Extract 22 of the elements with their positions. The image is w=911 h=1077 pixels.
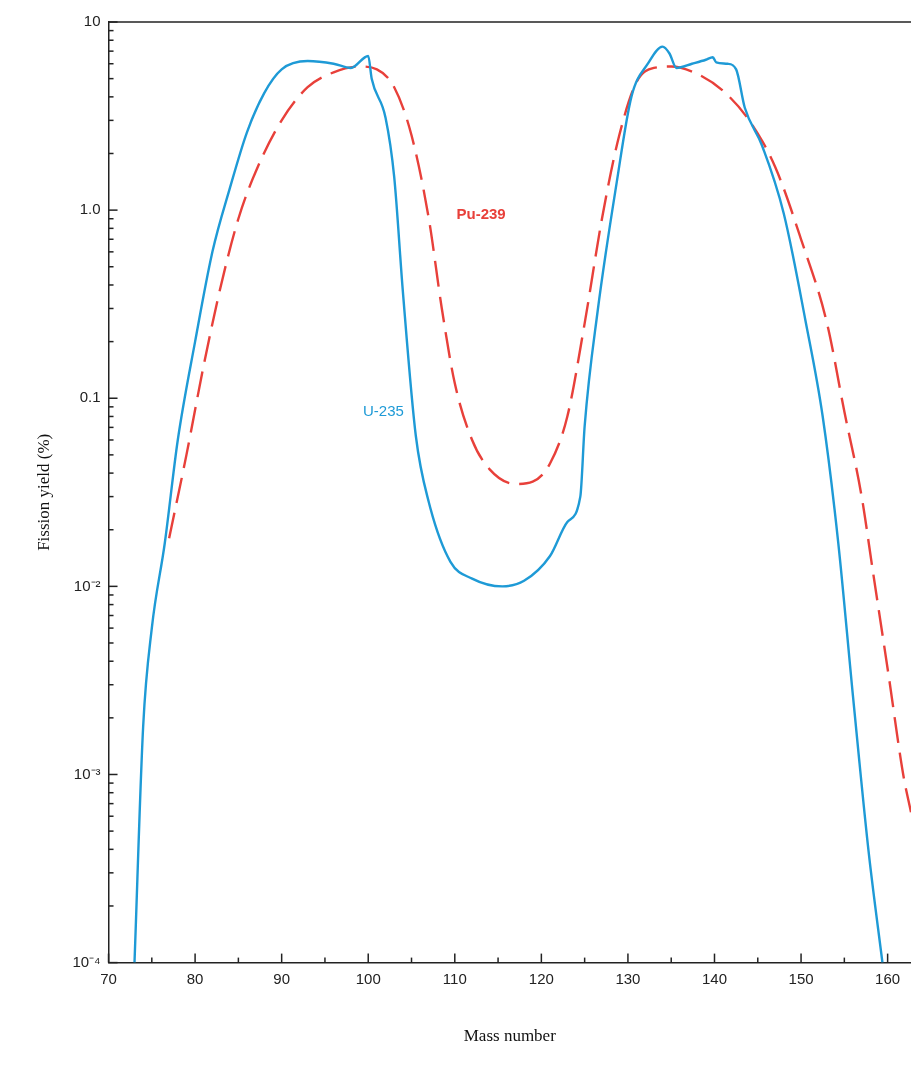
x-tick-label: 130 [615, 969, 641, 987]
y-tick-label: 1.0 [79, 200, 101, 218]
y-tick-label: 10⁻⁴ [72, 952, 101, 970]
series-label: Pu-239 [456, 205, 506, 223]
x-tick-label: 150 [788, 969, 814, 987]
y-tick-label: 10⁻² [73, 576, 101, 594]
line-series [167, 65, 911, 814]
line-series [133, 45, 884, 963]
x-tick-label: 90 [273, 969, 291, 987]
x-axis-title: Mass number [463, 1026, 557, 1046]
x-tick-label: 120 [528, 969, 554, 987]
x-tick-label: 70 [100, 969, 117, 987]
x-tick-label: 140 [701, 969, 728, 987]
y-tick-label: 10⁻³ [73, 764, 101, 782]
x-tick-label: 110 [442, 969, 467, 987]
y-tick-label: 10 [83, 12, 101, 30]
x-tick-label: 100 [355, 969, 381, 987]
series-label: U-235 [362, 402, 404, 420]
y-tick-label: 0.1 [79, 388, 101, 406]
x-tick-label: 160 [875, 969, 901, 987]
x-tick-label: 80 [186, 969, 204, 987]
y-axis-title: Fission yield (%) [33, 433, 53, 551]
